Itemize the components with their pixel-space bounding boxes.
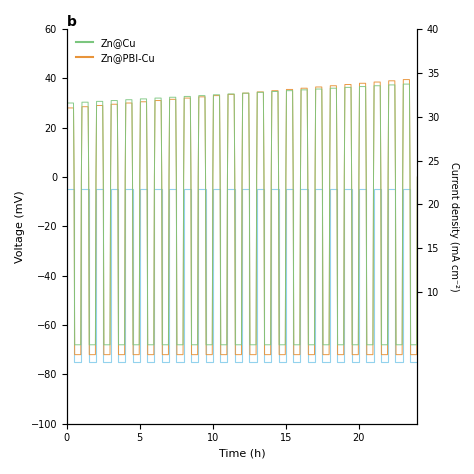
Y-axis label: Voltage (mV): Voltage (mV) xyxy=(15,190,25,263)
Text: b: b xyxy=(67,15,77,29)
Legend: Zn@Cu, Zn@PBI-Cu: Zn@Cu, Zn@PBI-Cu xyxy=(72,34,159,66)
X-axis label: Time (h): Time (h) xyxy=(219,449,265,459)
Y-axis label: Current density (mA cm⁻²): Current density (mA cm⁻²) xyxy=(449,162,459,291)
